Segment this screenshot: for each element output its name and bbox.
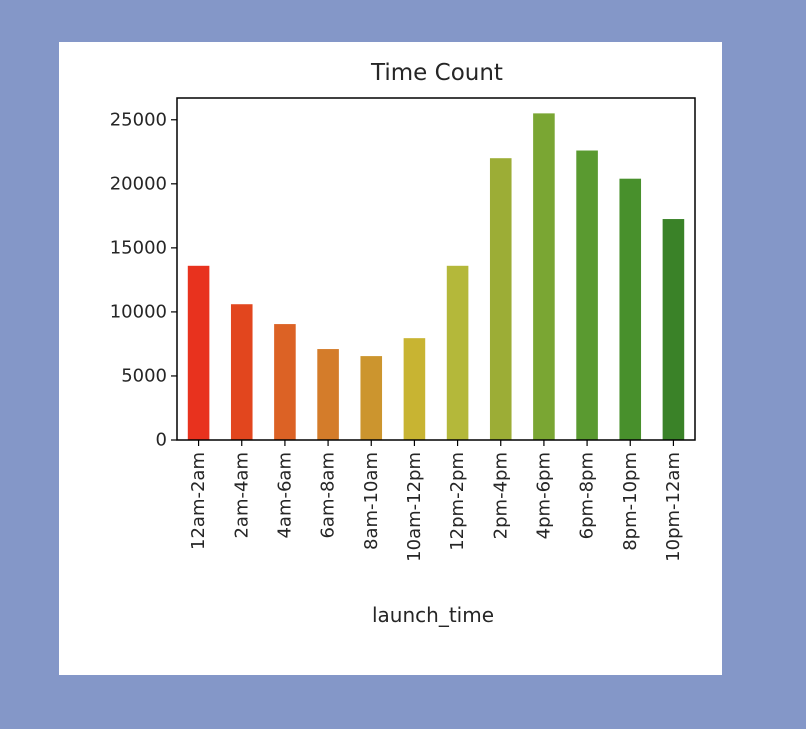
bar-chart: Time Count 0 5000 10000 15000 20000 25000 12a… [110,60,696,627]
plot-frame [176,97,696,441]
bar-10am-12pm [403,338,426,440]
x-tick-label: 4pm-6pm [533,452,554,539]
y-tick-label: 25000 [110,109,167,130]
x-tick-label: 2am-4am [231,452,252,539]
x-tick-label: 10pm-12am [663,452,684,562]
y-tick-label: 15000 [110,237,167,258]
bar-12pm-2pm [446,265,469,440]
x-tick-label: 8am-10am [361,452,382,550]
bar-2pm-4pm [489,158,512,440]
x-tick-label: 4am-6am [274,452,295,539]
x-tick-label: 8pm-10pm [620,452,641,551]
chart-title: Time Count [370,60,503,86]
bar-2am-4am [230,304,253,440]
bar-6pm-8pm [576,150,598,440]
y-tick-label: 0 [156,430,167,451]
x-tick-label: 12am-2am [188,452,209,550]
bar-8am-10am [360,356,383,440]
x-tick-label: 6am-8am [318,452,339,539]
chart-figure: Time Count 0 5000 10000 15000 20000 25000 12a… [59,42,722,675]
x-tick-label: 10am-12pm [404,452,425,562]
bar-12am-2am [187,265,210,440]
x-axis-label: launch_time [372,603,494,627]
bar-6am-8am [317,349,339,440]
y-tick-label: 20000 [110,173,167,194]
bar-4pm-6pm [533,113,555,440]
bar-8pm-10pm [619,178,642,440]
x-tick-label: 12pm-2pm [447,452,468,551]
x-tick-label: 6pm-8pm [577,452,598,539]
bar-10pm-12am [662,219,685,440]
bar-4am-6am [274,324,296,440]
x-tick-label: 2pm-4pm [490,452,511,539]
y-tick-label: 10000 [110,301,167,322]
y-tick-label: 5000 [121,365,167,386]
